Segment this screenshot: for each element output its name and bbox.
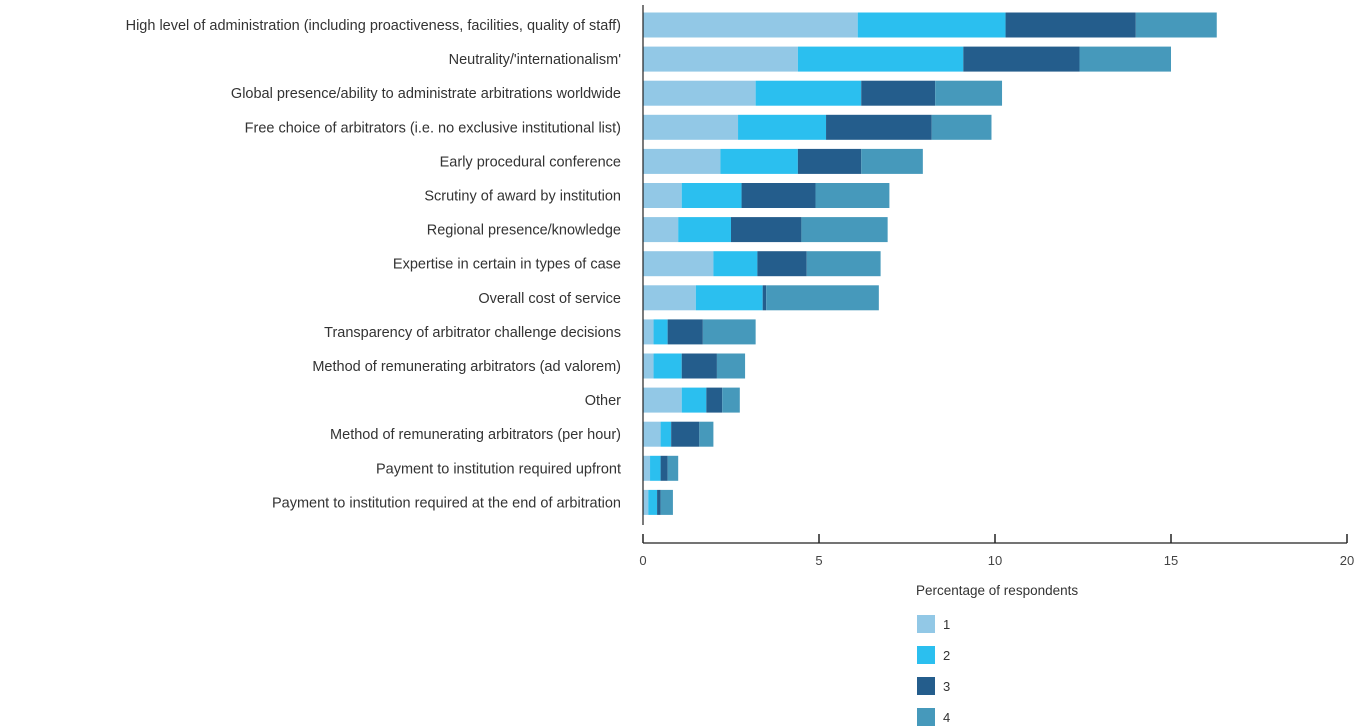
bar-segment-series-2 bbox=[797, 46, 964, 72]
bar-segment-series-1 bbox=[643, 387, 682, 413]
legend-swatch-1 bbox=[917, 615, 935, 633]
bar-segment-series-3 bbox=[861, 80, 936, 106]
legend-title: Percentage of respondents bbox=[916, 583, 1078, 598]
bar-segment-series-1 bbox=[643, 114, 739, 140]
category-label: Payment to institution required upfront bbox=[376, 461, 621, 477]
bar-segment-series-4 bbox=[766, 285, 879, 311]
bar-segment-series-2 bbox=[738, 114, 827, 140]
category-label: Expertise in certain in types of case bbox=[393, 257, 621, 273]
bar-segment-series-3 bbox=[657, 489, 661, 515]
category-label: Free choice of arbitrators (i.e. no excl… bbox=[245, 120, 621, 136]
bar-segment-series-2 bbox=[653, 353, 682, 379]
bar-segment-series-2 bbox=[681, 387, 707, 413]
bar-segment-series-2 bbox=[695, 285, 763, 311]
bar-segment-series-3 bbox=[826, 114, 932, 140]
bar-segment-series-3 bbox=[706, 387, 723, 413]
bar-segment-series-4 bbox=[931, 114, 992, 140]
bar-segment-series-2 bbox=[653, 319, 668, 345]
category-label: Payment to institution required at the e… bbox=[272, 495, 621, 511]
category-label: Early procedural conference bbox=[440, 154, 621, 170]
bar-segment-series-3 bbox=[797, 148, 862, 174]
bar-segment-series-4 bbox=[935, 80, 1003, 106]
bar-segment-series-3 bbox=[667, 319, 703, 345]
legend-swatch-3 bbox=[917, 677, 935, 695]
bar-segment-series-3 bbox=[660, 455, 668, 481]
x-tick-label: 20 bbox=[1340, 553, 1354, 568]
bar-segment-series-2 bbox=[648, 489, 658, 515]
bar-segment-series-1 bbox=[643, 421, 661, 447]
bar-segment-series-1 bbox=[643, 80, 756, 106]
bar-segment-series-3 bbox=[681, 353, 717, 379]
legend-swatch-2 bbox=[917, 646, 935, 664]
bar-segment-series-2 bbox=[650, 455, 661, 481]
bar-segment-series-4 bbox=[815, 183, 890, 208]
bar-segment-series-2 bbox=[681, 183, 742, 208]
x-tick-label: 5 bbox=[815, 553, 822, 568]
category-label: Transparency of arbitrator challenge dec… bbox=[324, 325, 621, 341]
bar-segment-series-1 bbox=[643, 319, 654, 345]
bar-segment-series-3 bbox=[671, 421, 700, 447]
category-label: Other bbox=[585, 393, 621, 409]
bar-segment-series-3 bbox=[731, 217, 802, 243]
bar-segment-series-4 bbox=[716, 353, 746, 379]
bar-segment-series-4 bbox=[806, 251, 881, 277]
bar-segment-series-4 bbox=[861, 148, 923, 174]
legend-label: 4 bbox=[943, 710, 950, 725]
bar-segment-series-3 bbox=[762, 285, 767, 311]
legend-items: 1 2 3 4 bbox=[917, 615, 950, 726]
x-tick-label: 10 bbox=[988, 553, 1002, 568]
bar-segment-series-1 bbox=[643, 251, 714, 277]
legend-swatch-4 bbox=[917, 708, 935, 726]
category-label: Global presence/ability to administrate … bbox=[231, 86, 621, 102]
category-label: High level of administration (including … bbox=[126, 18, 621, 34]
bar-segment-series-2 bbox=[755, 80, 862, 106]
bar-segment-series-1 bbox=[643, 489, 649, 515]
bar-segment-series-2 bbox=[713, 251, 758, 277]
category-label: Method of remunerating arbitrators (per … bbox=[330, 427, 621, 443]
bar-segment-series-2 bbox=[660, 421, 672, 447]
bar-segment-series-1 bbox=[643, 353, 654, 379]
category-label: Neutrality/'internationalism' bbox=[449, 52, 622, 68]
bar-segment-series-1 bbox=[643, 183, 682, 208]
bar-segment-series-3 bbox=[1005, 12, 1136, 38]
bar-segment-series-1 bbox=[643, 46, 798, 72]
bar-segment-series-1 bbox=[643, 285, 696, 311]
bar-segment-series-1 bbox=[643, 217, 679, 243]
bar-segment-series-1 bbox=[643, 455, 651, 481]
bar-segment-series-1 bbox=[643, 148, 721, 174]
bar-segment-series-2 bbox=[857, 12, 1006, 38]
bar-segment-series-4 bbox=[660, 489, 673, 515]
category-label: Scrutiny of award by institution bbox=[424, 189, 621, 205]
bar-segment-series-4 bbox=[667, 455, 679, 481]
bar-segment-series-2 bbox=[720, 148, 798, 174]
bar-segment-series-3 bbox=[741, 183, 816, 208]
category-labels: High level of administration (including … bbox=[126, 18, 622, 511]
bar-segment-series-4 bbox=[1135, 12, 1217, 38]
bar-segment-series-4 bbox=[722, 387, 740, 413]
legend-label: 1 bbox=[943, 617, 950, 632]
legend: Percentage of respondents 1 2 3 4 bbox=[916, 583, 1078, 726]
x-tick-label: 15 bbox=[1164, 553, 1178, 568]
category-label: Overall cost of service bbox=[478, 291, 621, 307]
bar-segment-series-4 bbox=[801, 217, 888, 243]
x-tick-label: 0 bbox=[639, 553, 646, 568]
bar-segment-series-4 bbox=[1079, 46, 1171, 72]
x-ticks: 0 5 10 15 20 bbox=[639, 534, 1354, 568]
bar-segment-series-2 bbox=[678, 217, 731, 243]
bar-segment-series-4 bbox=[702, 319, 756, 345]
bar-segment-series-4 bbox=[699, 421, 714, 447]
bar-segment-series-1 bbox=[643, 12, 858, 38]
bar-segment-series-3 bbox=[963, 46, 1080, 72]
bar-segment-series-3 bbox=[757, 251, 807, 277]
legend-label: 3 bbox=[943, 679, 950, 694]
bars bbox=[643, 12, 1217, 515]
legend-label: 2 bbox=[943, 648, 950, 663]
category-label: Method of remunerating arbitrators (ad v… bbox=[312, 359, 621, 375]
category-label: Regional presence/knowledge bbox=[427, 223, 621, 239]
